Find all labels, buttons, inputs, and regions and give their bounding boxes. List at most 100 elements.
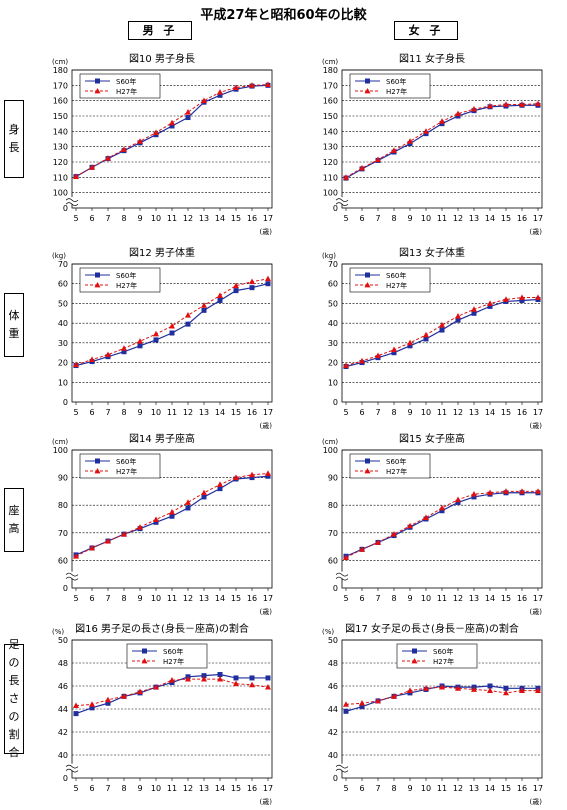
y-tick-label: 42 bbox=[58, 728, 68, 737]
y-tick-label: 160 bbox=[323, 97, 338, 106]
data-point-h27 bbox=[503, 488, 509, 494]
data-point-h27 bbox=[375, 352, 381, 359]
row-label-char: 長 bbox=[8, 141, 20, 154]
legend-label: S60年 bbox=[116, 271, 136, 280]
data-point-s60 bbox=[471, 310, 477, 316]
legend-box bbox=[349, 267, 431, 293]
x-tick-label: 7 bbox=[105, 594, 110, 603]
data-point-h27 bbox=[375, 156, 381, 163]
legend-marker-s60 bbox=[95, 458, 100, 464]
y-axis-unit: (cm) bbox=[52, 58, 68, 66]
y-tick-label: 50 bbox=[328, 299, 338, 308]
axis-break-mark bbox=[65, 198, 79, 202]
data-point-s60 bbox=[185, 115, 191, 121]
y-tick-label: 0 bbox=[63, 774, 68, 783]
y-tick-label: 140 bbox=[323, 127, 338, 136]
x-tick-label: 16 bbox=[517, 594, 527, 603]
data-point-s60 bbox=[343, 708, 349, 714]
x-tick-label: 13 bbox=[469, 408, 479, 417]
data-point-h27 bbox=[487, 687, 493, 693]
legend-marker-h27 bbox=[141, 658, 148, 664]
x-tick-label: 5 bbox=[73, 784, 78, 793]
y-tick-label: 80 bbox=[328, 501, 338, 510]
y-axis-unit: (cm) bbox=[52, 438, 68, 446]
data-point-h27 bbox=[265, 81, 271, 87]
data-point-h27 bbox=[375, 697, 381, 704]
data-point-s60 bbox=[487, 683, 493, 689]
row-label-char: 身 bbox=[8, 123, 20, 136]
y-tick-label: 50 bbox=[328, 636, 338, 645]
x-tick-label: 9 bbox=[407, 214, 412, 223]
x-tick-label: 15 bbox=[501, 784, 511, 793]
data-point-h27 bbox=[185, 312, 191, 318]
data-point-h27 bbox=[407, 138, 413, 144]
data-point-h27 bbox=[249, 278, 255, 285]
legend-label: S60年 bbox=[386, 77, 406, 86]
data-point-h27 bbox=[471, 686, 477, 692]
data-point-h27 bbox=[265, 275, 271, 282]
y-tick-label: 110 bbox=[53, 173, 68, 182]
series-line-s60 bbox=[75, 84, 269, 178]
x-tick-label: 9 bbox=[407, 408, 412, 417]
x-tick-label: 5 bbox=[73, 214, 78, 223]
data-point-s60 bbox=[391, 350, 397, 356]
x-tick-label: 10 bbox=[421, 784, 431, 793]
data-point-h27 bbox=[407, 522, 413, 529]
x-tick-label: 17 bbox=[533, 214, 543, 223]
data-point-h27 bbox=[375, 539, 381, 545]
x-tick-label: 13 bbox=[199, 214, 209, 223]
data-point-h27 bbox=[201, 675, 207, 682]
data-point-s60 bbox=[407, 343, 413, 349]
x-tick-label: 10 bbox=[421, 408, 431, 417]
x-tick-label: 15 bbox=[231, 784, 241, 793]
x-tick-label: 12 bbox=[453, 784, 463, 793]
y-tick-label: 60 bbox=[58, 280, 68, 289]
x-tick-label: 17 bbox=[533, 784, 543, 793]
data-point-h27 bbox=[343, 362, 349, 368]
y-tick-label: 50 bbox=[58, 636, 68, 645]
data-point-h27 bbox=[249, 681, 255, 688]
x-tick-label: 9 bbox=[137, 408, 142, 417]
x-tick-label: 5 bbox=[343, 594, 348, 603]
data-point-h27 bbox=[169, 508, 175, 515]
x-tick-label: 8 bbox=[391, 408, 396, 417]
x-tick-label: 12 bbox=[453, 408, 463, 417]
x-tick-label: 15 bbox=[231, 594, 241, 603]
data-point-s60 bbox=[359, 704, 365, 710]
y-tick-label: 150 bbox=[53, 112, 68, 121]
data-point-h27 bbox=[169, 322, 175, 329]
legend-label: H27年 bbox=[386, 467, 407, 476]
data-point-h27 bbox=[185, 108, 191, 115]
x-tick-label: 6 bbox=[359, 594, 364, 603]
x-tick-label: 14 bbox=[485, 214, 495, 223]
x-tick-label: 6 bbox=[89, 784, 94, 793]
legend-marker-s60 bbox=[365, 272, 370, 278]
x-tick-label: 14 bbox=[215, 594, 225, 603]
y-tick-label: 70 bbox=[58, 260, 68, 269]
x-tick-label: 6 bbox=[89, 408, 94, 417]
data-point-h27 bbox=[407, 339, 413, 346]
data-point-h27 bbox=[535, 294, 541, 300]
data-point-h27 bbox=[439, 504, 445, 511]
row-label-char: の bbox=[8, 710, 20, 723]
legend-marker-h27 bbox=[364, 282, 371, 288]
data-point-s60 bbox=[249, 675, 255, 681]
x-tick-label: 17 bbox=[263, 408, 273, 417]
data-point-h27 bbox=[73, 361, 79, 368]
legend-box bbox=[126, 643, 208, 669]
x-axis-unit: (歳) bbox=[260, 421, 273, 430]
data-point-s60 bbox=[153, 337, 159, 343]
x-tick-label: 11 bbox=[167, 214, 177, 223]
data-point-h27 bbox=[359, 164, 365, 171]
data-point-s60 bbox=[153, 519, 159, 525]
y-tick-label: 0 bbox=[333, 584, 338, 593]
x-tick-label: 11 bbox=[437, 594, 447, 603]
legend-label: H27年 bbox=[386, 87, 407, 96]
x-tick-label: 15 bbox=[501, 594, 511, 603]
data-point-s60 bbox=[185, 321, 191, 327]
x-tick-label: 16 bbox=[517, 408, 527, 417]
data-point-h27 bbox=[121, 693, 127, 699]
y-tick-label: 180 bbox=[323, 66, 338, 75]
x-tick-label: 14 bbox=[485, 594, 495, 603]
x-tick-label: 13 bbox=[199, 594, 209, 603]
